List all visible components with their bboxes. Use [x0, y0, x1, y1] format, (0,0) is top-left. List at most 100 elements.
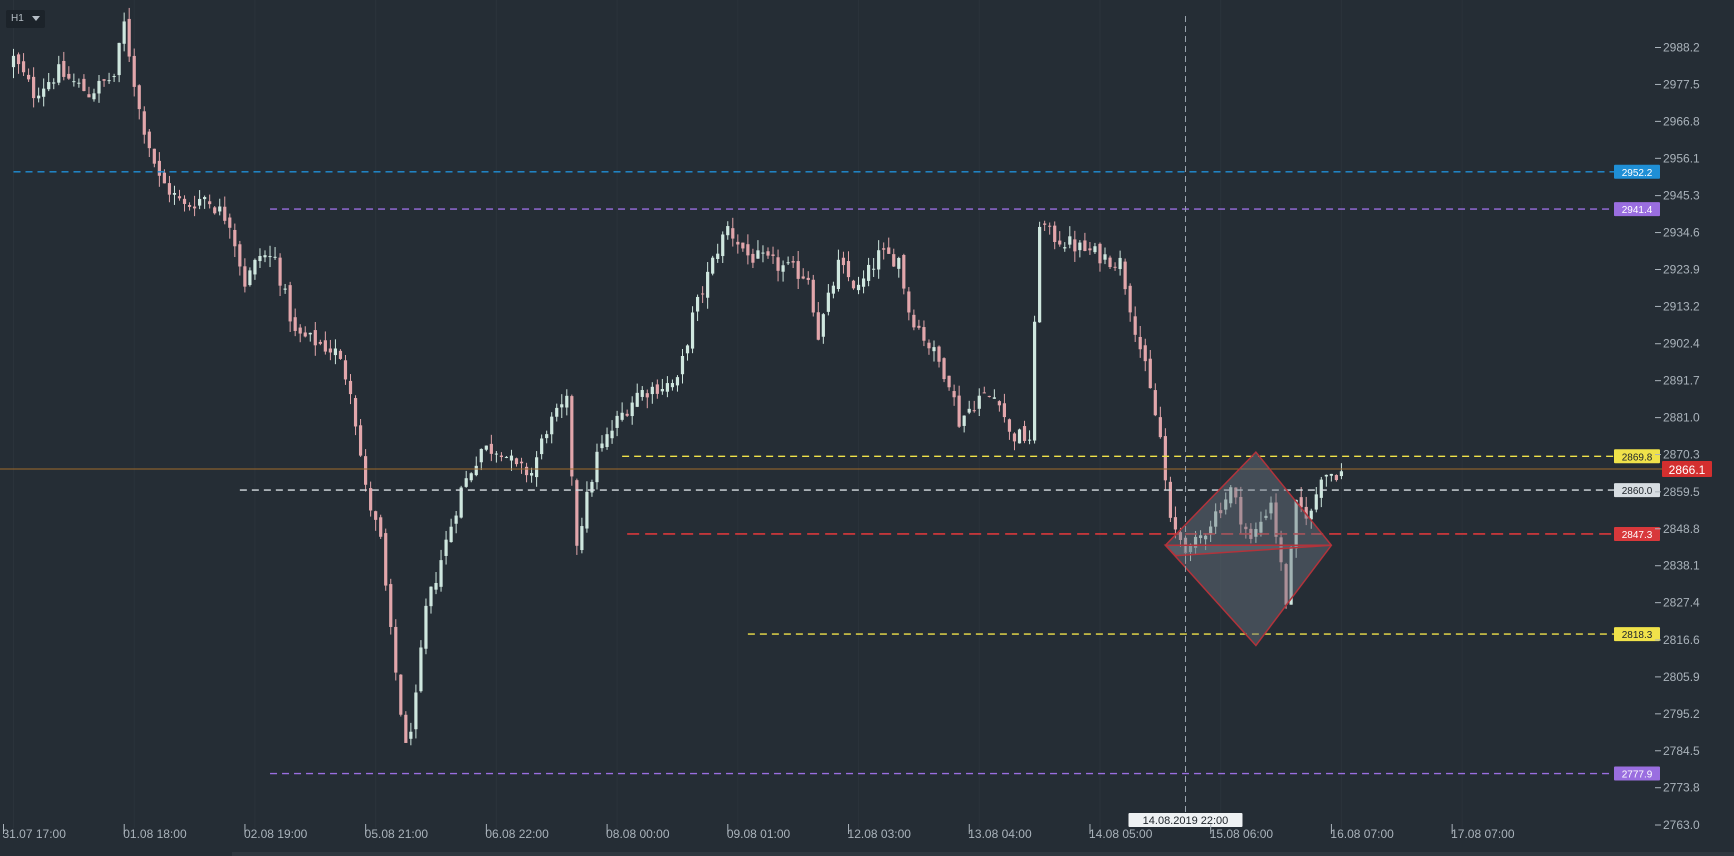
x-axis: 31.07 17:00 01.08 18:00 02.08 19:00 05.08 2… [3, 824, 1515, 841]
candle [650, 382, 654, 404]
candle-body [675, 377, 680, 386]
candle-body [887, 247, 891, 254]
candle-body [364, 456, 368, 485]
candle-body [72, 81, 76, 83]
candle [333, 339, 338, 365]
candle-body [781, 265, 785, 272]
candle-body [26, 74, 31, 80]
candle [1017, 428, 1022, 444]
candle-body [635, 392, 639, 407]
candle-body [575, 480, 579, 546]
candle-body [288, 285, 292, 322]
x-tick: 14.08 05:00 [1089, 824, 1153, 841]
candle-body [162, 172, 166, 184]
candle [560, 394, 564, 419]
candle-body [1198, 535, 1203, 539]
candle [1269, 496, 1273, 520]
candle-body [384, 533, 388, 586]
candle-body [1239, 496, 1243, 525]
candle [1138, 325, 1142, 358]
level-tag-label: 2847.3 [1622, 530, 1653, 541]
candle [328, 339, 332, 361]
candle-body [358, 425, 363, 456]
y-tick-label: 2945.3 [1663, 189, 1700, 203]
candle-body [369, 488, 373, 511]
candle [625, 409, 629, 417]
candle [982, 386, 986, 394]
candle-body [1209, 526, 1213, 535]
candle [781, 260, 785, 282]
candle-body [831, 285, 835, 294]
y-tick-label: 2859.5 [1663, 485, 1700, 499]
level-tag-label: 2941.4 [1622, 205, 1653, 216]
candle-body [1214, 511, 1218, 527]
scrollbar[interactable] [232, 852, 1734, 856]
candle-body [1284, 564, 1288, 605]
candle [1188, 543, 1193, 562]
candle-body [1229, 487, 1233, 504]
candle [1063, 242, 1067, 252]
timeframe-selector[interactable]: H1 [6, 10, 45, 28]
x-tick-label: 14.08 05:00 [1089, 827, 1153, 841]
candle-body [1083, 240, 1087, 252]
candle-body [927, 342, 931, 349]
y-tick-label: 2934.6 [1663, 226, 1700, 240]
level-tag: 2952.2 [1614, 164, 1660, 179]
candle [856, 276, 861, 295]
candle-body [1027, 439, 1032, 441]
candle-body [937, 346, 941, 362]
candle [796, 251, 800, 290]
crosshair-time-tag: 14.08.2019 22:00 [1128, 813, 1243, 827]
candle-body [1339, 471, 1344, 477]
candle [87, 86, 91, 98]
candle-body [731, 228, 735, 239]
candle [248, 267, 252, 287]
level-lines-layer: 2952.2 2941.4 2869.8 2860.0 2847.3 2818.3 2777… [0, 164, 1712, 781]
candle [1038, 221, 1042, 323]
candle-body [238, 244, 242, 267]
level-tag: 2777.9 [1614, 766, 1660, 781]
candle-body [444, 539, 448, 556]
candle [771, 246, 775, 264]
candle [1118, 250, 1122, 276]
level-tag-label: 2777.9 [1622, 770, 1653, 781]
candle [887, 237, 891, 255]
candle [419, 640, 423, 693]
y-tick-label: 2848.8 [1663, 522, 1700, 536]
candle [404, 711, 408, 743]
candle-body [509, 455, 514, 461]
candle-body [540, 438, 544, 455]
candle-body [499, 455, 504, 458]
candle [444, 530, 448, 565]
candle-body [545, 434, 549, 439]
candle [1012, 432, 1017, 451]
candle [268, 245, 272, 268]
candle [872, 258, 876, 277]
candle-body [917, 325, 921, 328]
candle-body [449, 526, 453, 543]
candle [610, 420, 614, 444]
x-tick: 09.08 01:00 [727, 824, 791, 841]
candle [877, 240, 881, 279]
candle-body [328, 348, 332, 353]
level-tag: 2860.0 [1614, 483, 1660, 498]
x-tick-label: 08.08 00:00 [606, 827, 670, 841]
candle-body [972, 410, 976, 412]
candle-body [1289, 547, 1293, 605]
candle [1143, 338, 1147, 372]
candle-body [1148, 358, 1152, 389]
candle-body [1269, 502, 1273, 514]
y-tick: 2977.5 [1655, 77, 1700, 91]
candle-body [1274, 502, 1278, 537]
candle [338, 349, 343, 360]
candle [112, 73, 116, 82]
candle [1214, 503, 1218, 535]
candle-body [670, 383, 675, 388]
candle-body [595, 451, 599, 483]
candle-body [550, 416, 554, 435]
y-tick: 2945.3 [1655, 189, 1700, 203]
candle-body [806, 277, 810, 280]
candle-body [142, 111, 146, 135]
candle [1088, 241, 1092, 255]
